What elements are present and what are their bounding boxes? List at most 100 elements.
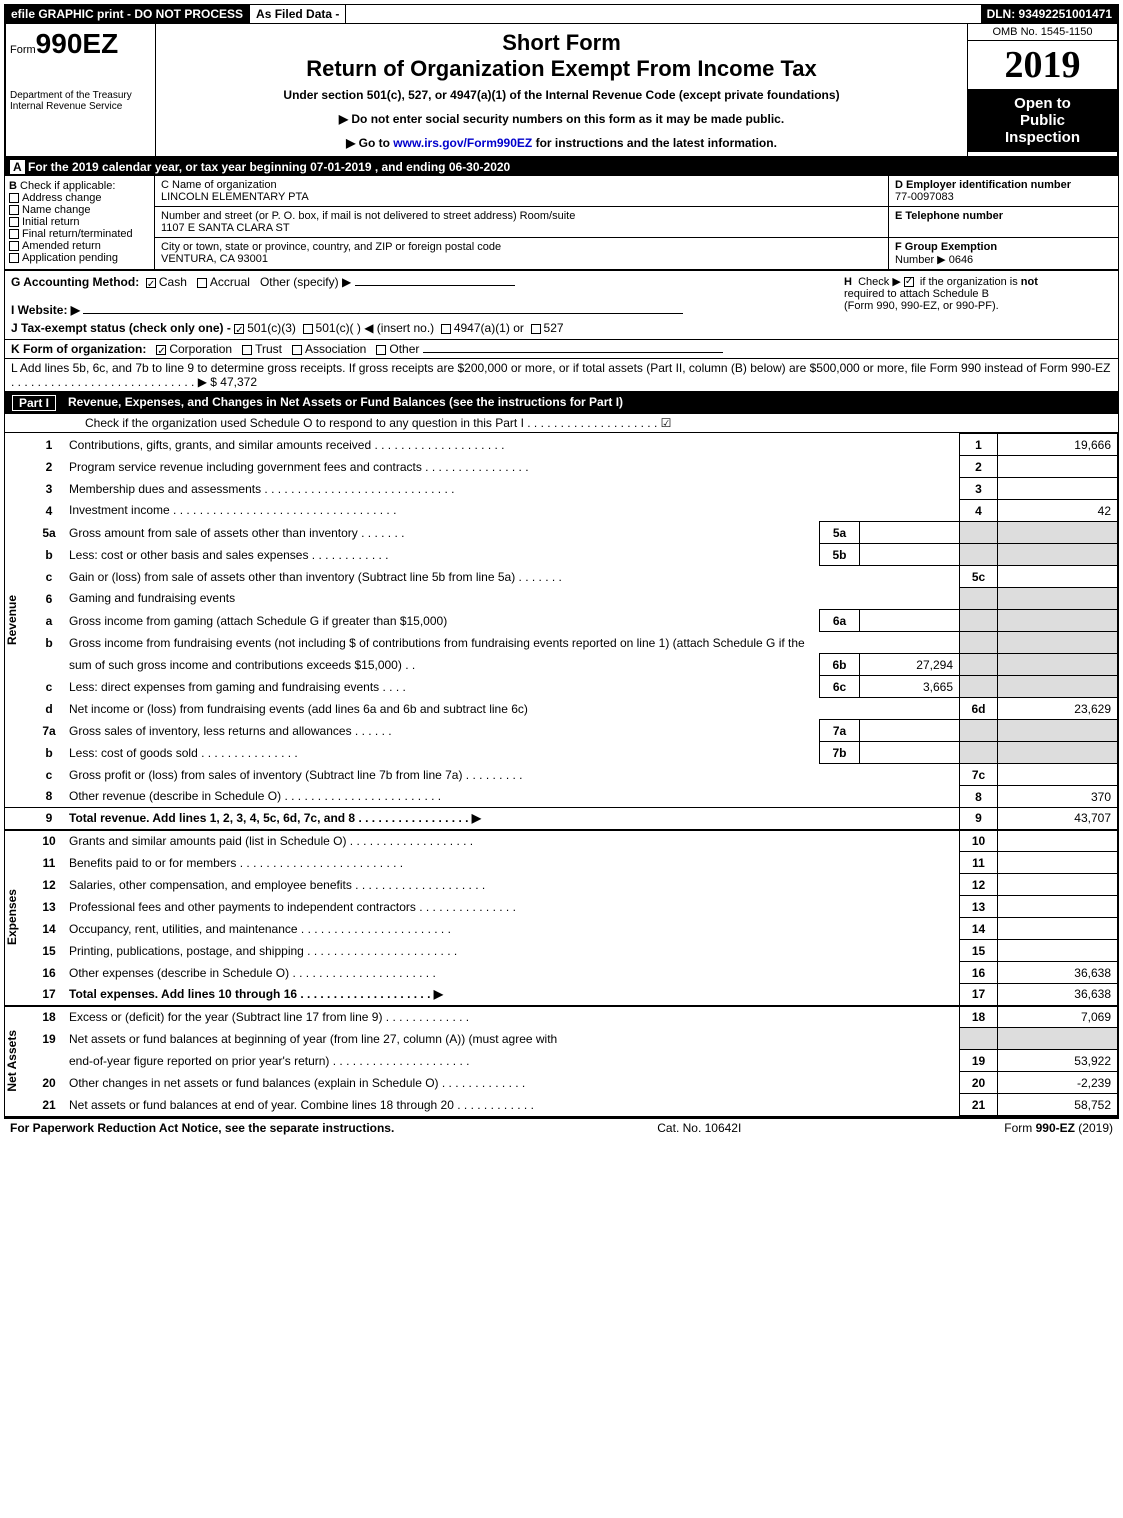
b10: 10: [960, 830, 998, 852]
j-label: J Tax-exempt status (check only one) -: [11, 321, 231, 335]
n6b: b: [33, 632, 65, 654]
sv6c: 3,665: [860, 676, 960, 698]
section-def: D Employer identification number 77-0097…: [888, 176, 1118, 269]
cb-final[interactable]: [9, 229, 19, 239]
b-app: Application pending: [22, 252, 118, 264]
sh5b: [960, 544, 998, 566]
dln: DLN: 93492251001471: [981, 5, 1118, 23]
b20: 20: [960, 1072, 998, 1094]
cb-amended[interactable]: [9, 241, 19, 251]
cb-501c[interactable]: [303, 324, 313, 334]
k-trust: Trust: [255, 342, 282, 356]
sh6a: [960, 610, 998, 632]
fr-post: (2019): [1075, 1121, 1113, 1135]
cb-other-org[interactable]: [376, 345, 386, 355]
pit: Revenue, Expenses, and Changes in Net As…: [68, 395, 623, 409]
sh7b: [960, 742, 998, 764]
cb-address[interactable]: [9, 193, 19, 203]
topbar: efile GRAPHIC print - DO NOT PROCESS As …: [4, 4, 1119, 24]
v11: [998, 852, 1118, 874]
lines-table: Revenue 1Contributions, gifts, grants, a…: [5, 433, 1118, 1116]
f-label2: Number ▶: [895, 254, 946, 266]
open-to-public: Open to Public Inspection: [968, 89, 1117, 152]
cb-527[interactable]: [531, 324, 541, 334]
as-filed-data: As Filed Data -: [249, 5, 346, 23]
n6b2: [33, 654, 65, 676]
sv5a: [860, 522, 960, 544]
n6: 6: [33, 588, 65, 610]
instr-goto: ▶ Go to www.irs.gov/Form990EZ for instru…: [166, 136, 957, 150]
n10: 10: [33, 830, 65, 852]
cb-cash[interactable]: [146, 278, 156, 288]
cb-name[interactable]: [9, 205, 19, 215]
k-corp: Corporation: [169, 342, 232, 356]
v3: [998, 478, 1118, 500]
instr-link[interactable]: www.irs.gov/Form990EZ: [393, 136, 532, 150]
n7c: c: [33, 764, 65, 786]
n19: 19: [33, 1028, 65, 1050]
v5c: [998, 566, 1118, 588]
h-t1: Check ▶: [858, 276, 901, 288]
cb-501c3[interactable]: [234, 324, 244, 334]
instr2-pre: ▶ Go to: [346, 136, 393, 150]
h-t3: required to attach Schedule B: [844, 288, 989, 300]
cb-accrual[interactable]: [197, 278, 207, 288]
n1: 1: [33, 434, 65, 456]
n19b: [33, 1050, 65, 1072]
side-expenses: Expenses: [5, 889, 19, 945]
d2: Program service revenue including govern…: [65, 456, 960, 478]
b7c: 7c: [960, 764, 998, 786]
short-form: Short Form: [166, 30, 957, 56]
form-number: Form990EZ: [10, 28, 151, 60]
fr-pre: Form: [1004, 1121, 1035, 1135]
b17: 17: [960, 984, 998, 1006]
d11: Benefits paid to or for members . . . . …: [65, 852, 960, 874]
e-phone: E Telephone number: [889, 207, 1118, 238]
shv7a: [998, 720, 1118, 742]
f-label: F Group Exemption: [895, 241, 997, 253]
d6b: Gross income from fundraising events (no…: [65, 632, 960, 654]
d18: Excess or (deficit) for the year (Subtra…: [65, 1006, 960, 1028]
sb6a: 6a: [820, 610, 860, 632]
n7a: 7a: [33, 720, 65, 742]
section-b: B Check if applicable: Address change Na…: [5, 176, 155, 269]
d6d: Net income or (loss) from fundraising ev…: [65, 698, 960, 720]
cb-trust[interactable]: [242, 345, 252, 355]
footer-left: For Paperwork Reduction Act Notice, see …: [10, 1121, 394, 1135]
cb-assoc[interactable]: [292, 345, 302, 355]
d7b: Less: cost of goods sold . . . . . . . .…: [65, 742, 820, 764]
g-label: G Accounting Method:: [11, 275, 139, 289]
g-accrual: Accrual: [210, 275, 250, 289]
cb-app[interactable]: [9, 253, 19, 263]
cb-h[interactable]: [904, 277, 914, 287]
v18: 7,069: [998, 1006, 1118, 1028]
instr-ssn: ▶ Do not enter social security numbers o…: [166, 112, 957, 126]
k-other: Other: [389, 342, 419, 356]
n12: 12: [33, 874, 65, 896]
n8: 8: [33, 786, 65, 808]
cb-corp[interactable]: [156, 345, 166, 355]
city-label: City or town, state or province, country…: [161, 241, 501, 253]
part-i-body: Revenue 1Contributions, gifts, grants, a…: [4, 433, 1119, 1118]
d9b: Total revenue. Add lines 1, 2, 3, 4, 5c,…: [69, 811, 481, 825]
n20: 20: [33, 1072, 65, 1094]
b3: 3: [960, 478, 998, 500]
section-gh: G Accounting Method: Cash Accrual Other …: [4, 271, 1119, 340]
cb-4947[interactable]: [441, 324, 451, 334]
part-i-header: Part I Revenue, Expenses, and Changes in…: [4, 392, 1119, 414]
a-text: For the 2019 calendar year, or tax year …: [28, 160, 510, 174]
b15: 15: [960, 940, 998, 962]
sh6b: [960, 632, 998, 654]
cb-initial[interactable]: [9, 217, 19, 227]
d6b2: sum of such gross income and contributio…: [65, 654, 820, 676]
header-right: OMB No. 1545-1150 2019 Open to Public In…: [967, 24, 1117, 156]
b1: 1: [960, 434, 998, 456]
n5c: c: [33, 566, 65, 588]
sh6b2: [960, 654, 998, 676]
b12: 12: [960, 874, 998, 896]
v13: [998, 896, 1118, 918]
header-center: Short Form Return of Organization Exempt…: [156, 24, 967, 156]
footer-right: Form 990-EZ (2019): [1004, 1121, 1113, 1135]
c-label: C Name of organization: [161, 179, 277, 191]
v10: [998, 830, 1118, 852]
